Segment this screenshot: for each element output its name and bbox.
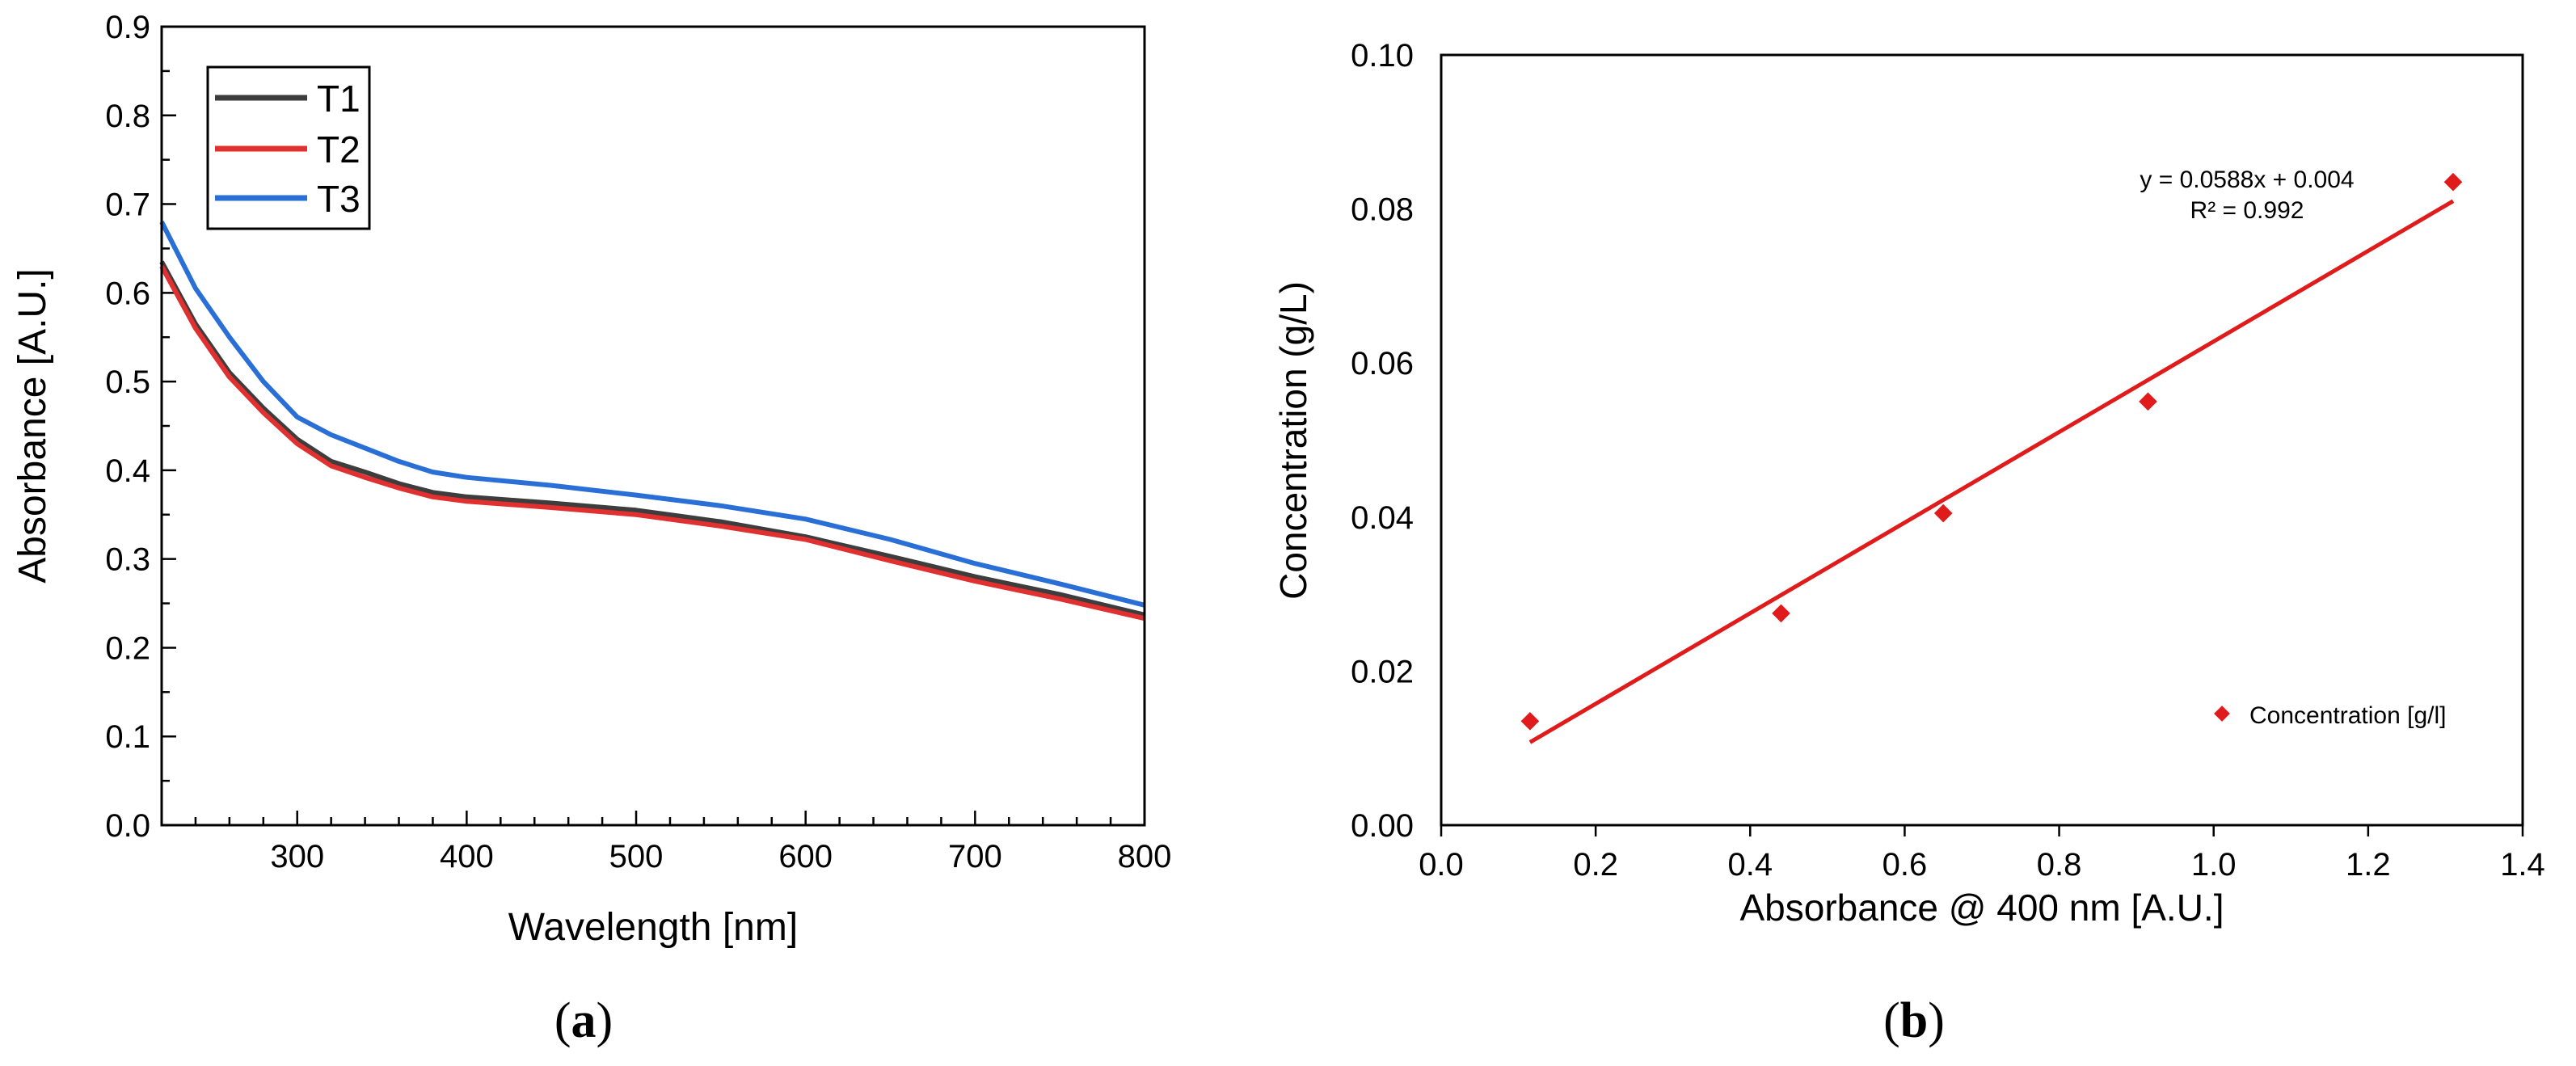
chart-b-y-axis-label: Concentration (g/L) xyxy=(1272,281,1314,600)
chart-a-y-tick-label: 0.1 xyxy=(105,719,150,755)
chart-a-series-group xyxy=(159,221,1145,621)
chart-a-x-axis-label: Wavelength [nm] xyxy=(508,906,798,949)
chart-b-x-tick-label: 0.4 xyxy=(1727,847,1773,883)
legend-marker-concentration xyxy=(2214,706,2230,722)
legend-label-t2: T2 xyxy=(317,129,360,171)
series-line-t3 xyxy=(159,221,1145,608)
chart-b: 0.0 0.2 0.4 0.6 0.8 1.0 1.2 1.4 0.000.020.040.0… xyxy=(1272,38,2545,1048)
chart-a-ticks xyxy=(160,25,1146,827)
chart-b-x-tick-label: 1.2 xyxy=(2346,847,2391,883)
chart-a-x-tick-label: 500 xyxy=(609,839,664,874)
chart-a-y-tick-label: 0.7 xyxy=(105,187,150,223)
chart-b-y-tick-label: 0.04 xyxy=(1351,500,1414,536)
chart-b-legend: Concentration [g/l] xyxy=(2214,702,2446,729)
chart-a-x-tick-label: 300 xyxy=(270,839,324,874)
series-line-t2 xyxy=(159,264,1145,621)
data-point xyxy=(1772,604,1790,623)
chart-a-y-axis-label: Absorbance [A.U.] xyxy=(11,268,54,584)
chart-b-x-tick-label: 0.0 xyxy=(1419,847,1464,883)
chart-b-data-points xyxy=(1520,172,2463,731)
chart-b-trendline-equation: y = 0.0588x + 0.004 xyxy=(2140,166,2354,193)
chart-b-x-tick-labels: 0.0 0.2 0.4 0.6 0.8 1.0 1.2 1.4 xyxy=(1419,847,2545,883)
chart-a-y-tick-labels: 0.0 0.1 0.2 0.3 0.4 0.5 0.6 0.7 0.8 0.9 xyxy=(105,10,150,844)
chart-b-trendline-r2: R² = 0.992 xyxy=(2190,197,2304,224)
chart-b-panel-label: (b) xyxy=(1883,993,1945,1048)
chart-b-x-tick-label: 0.2 xyxy=(1573,847,1618,883)
data-point xyxy=(2139,392,2157,411)
chart-b-y-tick-labels: 0.00 0.02 0.04 0.06 0.08 0.10 xyxy=(1351,38,1414,844)
chart-a-y-tick-label: 0.0 xyxy=(105,808,150,844)
chart-a-y-tick-label: 0.8 xyxy=(105,99,150,134)
chart-b-x-tick-label: 1.0 xyxy=(2191,847,2237,883)
series-line-t1 xyxy=(159,260,1145,617)
chart-b-y-tick-label: 0.02 xyxy=(1351,654,1414,689)
chart-a-panel-letter: a xyxy=(571,993,597,1048)
legend-label-t1: T1 xyxy=(317,78,360,120)
chart-a-y-tick-label: 0.5 xyxy=(105,364,150,400)
chart-b-x-tick-label: 0.6 xyxy=(1882,847,1928,883)
chart-b-panel-letter: b xyxy=(1900,993,1928,1048)
chart-a-x-tick-label: 600 xyxy=(778,839,833,874)
chart-b-y-tick-label: 0.06 xyxy=(1351,346,1414,381)
chart-b-ticks xyxy=(1440,825,2524,836)
data-point xyxy=(2443,172,2463,192)
chart-a-panel-label: (a) xyxy=(554,993,613,1048)
chart-a-plot-frame xyxy=(160,25,1146,827)
chart-a-x-tick-label: 700 xyxy=(948,839,1002,874)
legend-label-concentration: Concentration [g/l] xyxy=(2249,702,2446,729)
legend-label-t3: T3 xyxy=(317,178,360,220)
data-point xyxy=(1520,712,1540,731)
chart-b-plot-frame xyxy=(1440,53,2524,827)
chart-a-y-tick-label: 0.4 xyxy=(105,453,150,489)
chart-a-x-tick-label: 400 xyxy=(440,839,494,874)
chart-b-x-tick-label: 0.8 xyxy=(2037,847,2082,883)
chart-a-y-tick-label: 0.3 xyxy=(105,542,150,578)
chart-b-trendline xyxy=(1528,199,2455,744)
chart-a-x-tick-label: 800 xyxy=(1118,839,1172,874)
chart-a-y-tick-label: 0.9 xyxy=(105,10,150,45)
chart-b-y-tick-label: 0.08 xyxy=(1351,192,1414,228)
chart-a-x-tick-labels: 300 400 500 600 700 800 xyxy=(270,839,1171,874)
chart-b-y-tick-label: 0.00 xyxy=(1351,808,1414,844)
chart-a-y-tick-label: 0.2 xyxy=(105,630,150,666)
chart-a-y-tick-label: 0.6 xyxy=(105,276,150,311)
chart-a: 300 400 500 600 700 800 0.0 0.1 0.2 0.3 0.4 0.5 0.6… xyxy=(11,10,1171,1048)
chart-b-y-tick-label: 0.10 xyxy=(1351,38,1414,74)
chart-b-x-tick-label: 1.4 xyxy=(2500,847,2545,883)
chart-b-x-axis-label: Absorbance @ 400 nm [A.U.] xyxy=(1740,887,2224,929)
chart-a-legend: T1 T2 T3 xyxy=(206,65,371,230)
data-point xyxy=(1933,504,1953,523)
